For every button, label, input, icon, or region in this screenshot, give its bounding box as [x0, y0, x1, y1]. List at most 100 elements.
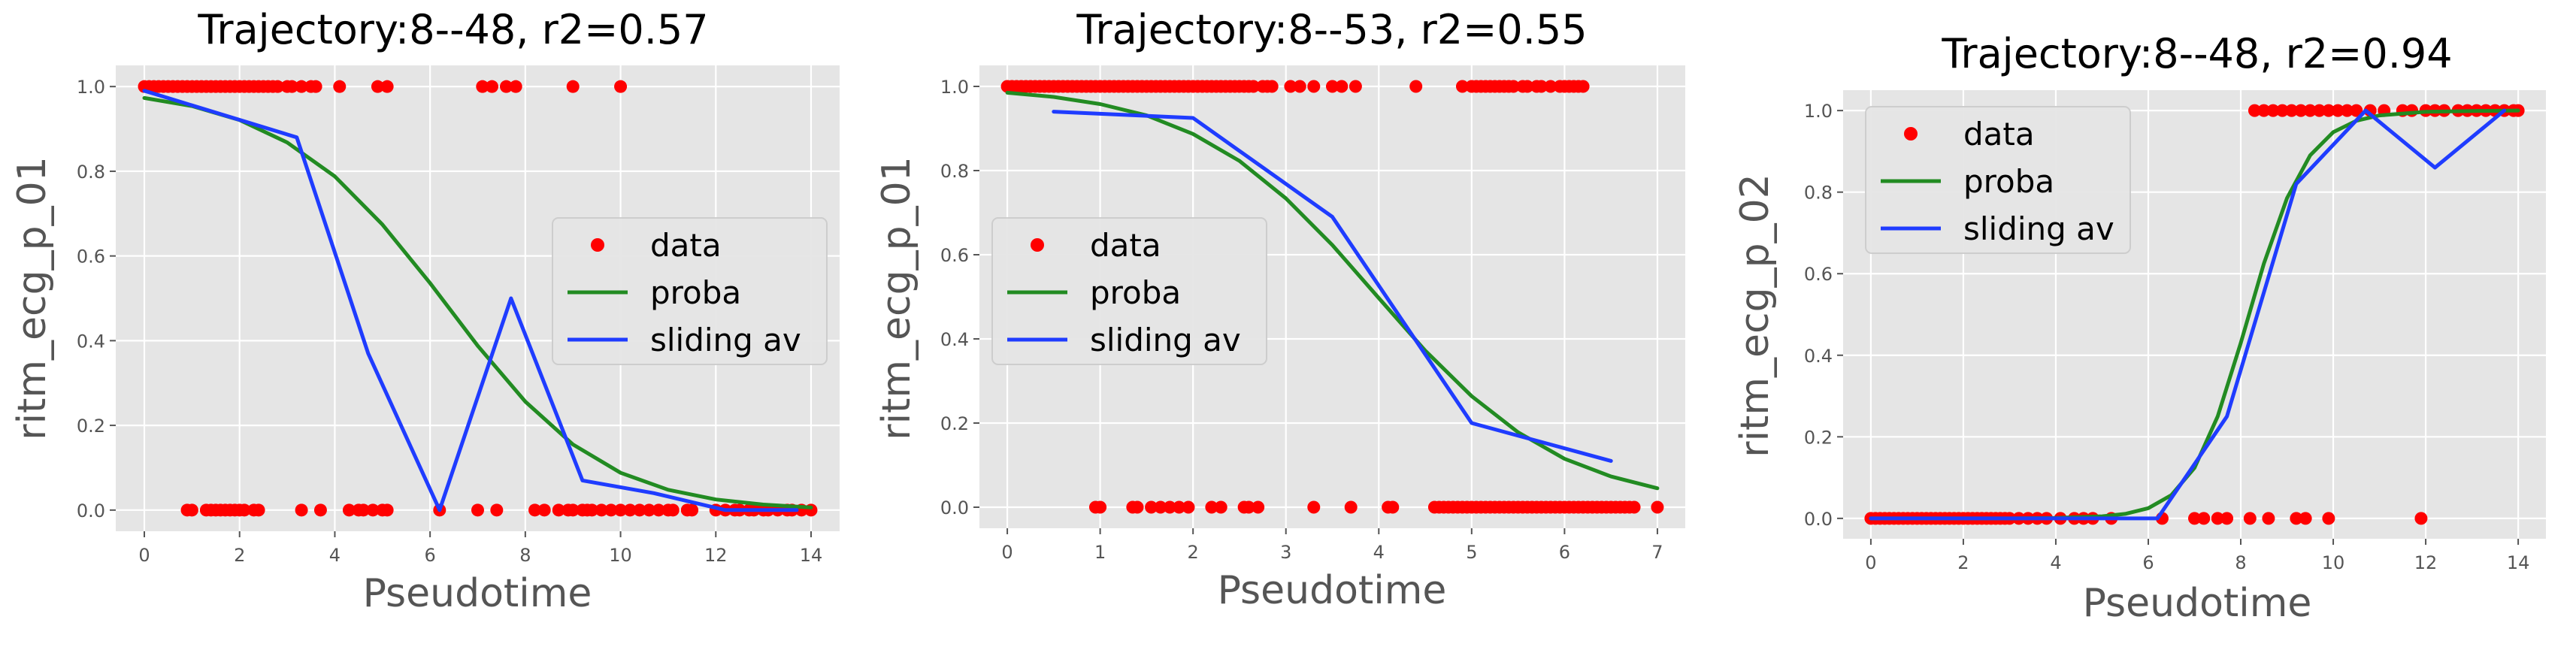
- data-point: [1335, 80, 1349, 93]
- x-tick-label: 12: [704, 545, 728, 566]
- y-tick-label: 0.0: [940, 497, 969, 518]
- data-point: [2414, 512, 2428, 525]
- x-tick-label: 6: [1559, 542, 1570, 563]
- x-tick-label: 8: [519, 545, 531, 566]
- data-point: [342, 503, 356, 517]
- data-point: [666, 503, 680, 517]
- series-line-sliding-av: [1052, 110, 1613, 463]
- data-point: [185, 503, 198, 517]
- x-tick-label: 12: [2414, 552, 2438, 573]
- data-point: [309, 80, 322, 93]
- x-tick-label: 6: [2142, 552, 2154, 573]
- legend-label: data: [650, 227, 722, 264]
- y-tick-label: 0.8: [940, 161, 969, 182]
- legend-label: data: [1963, 116, 2035, 153]
- x-tick-label: 3: [1280, 542, 1291, 563]
- data-point: [614, 80, 628, 93]
- data-point: [2350, 104, 2363, 117]
- data-point: [1326, 80, 1339, 93]
- y-tick-label: 0.6: [77, 246, 105, 268]
- data-point: [271, 80, 284, 93]
- y-tick-label: 0.8: [77, 162, 105, 183]
- legend-box: [1865, 106, 2131, 254]
- data-point: [1145, 500, 1158, 514]
- x-tick-label: 6: [425, 545, 436, 566]
- data-point: [604, 503, 618, 517]
- data-point: [1307, 80, 1321, 93]
- x-tick-label: 5: [1466, 542, 1477, 563]
- legend-label: proba: [650, 274, 741, 311]
- data-point: [1576, 80, 1590, 93]
- x-axis-label: Pseudotime: [2083, 581, 2312, 626]
- chart-panel-1: 0 2 4 6 8 10 12 14 0.0 0.2 0.4 0.6 0.8 1.0 Trajectory:…: [0, 0, 857, 656]
- data-point: [380, 503, 394, 517]
- y-axis-label: ritm_ecg_p_01: [10, 156, 55, 440]
- x-tick-label: 0: [138, 545, 150, 566]
- data-point: [285, 80, 298, 93]
- data-point: [2262, 512, 2275, 525]
- data-point: [500, 80, 513, 93]
- data-point: [1163, 500, 1176, 514]
- y-tick-label: 0.6: [940, 245, 969, 266]
- x-tick-label: 2: [1957, 552, 1969, 573]
- chart-3: 0 2 4 6 8 10 12 14 0.0 0.2 0.4 0.6 0.8 1.0 Trajectory:…: [1733, 30, 2546, 626]
- data-point: [471, 503, 484, 517]
- series-line-proba: [1005, 90, 1660, 491]
- data-point: [586, 503, 599, 517]
- y-tick-label: 1.0: [940, 77, 969, 98]
- chart-1: 0 2 4 6 8 10 12 14 0.0 0.2 0.4 0.6 0.8 1.0 Trajectory:…: [10, 6, 840, 616]
- data-point: [252, 503, 265, 517]
- data-point: [2211, 512, 2224, 525]
- data-point: [633, 503, 646, 517]
- data-point: [295, 80, 308, 93]
- data-point: [313, 503, 327, 517]
- data-point: [1094, 500, 1107, 514]
- y-tick-label: 0.4: [940, 329, 969, 350]
- data-point: [2266, 104, 2280, 117]
- data-point: [686, 503, 699, 517]
- data-point: [1131, 500, 1144, 514]
- y-tick-label: 0.6: [1804, 264, 1833, 285]
- data-point: [1344, 500, 1358, 514]
- data-point: [238, 503, 251, 517]
- x-tick-label: 4: [329, 545, 341, 566]
- y-tick-label: 0.2: [1804, 427, 1833, 448]
- data-point: [1173, 500, 1186, 514]
- data-point: [1386, 500, 1400, 514]
- data-point: [2275, 104, 2289, 117]
- data-point: [528, 503, 542, 517]
- data-point: [380, 80, 394, 93]
- data-point: [1349, 80, 1362, 93]
- data-point: [652, 503, 665, 517]
- data-point: [1506, 80, 1520, 93]
- data-point: [1521, 80, 1534, 93]
- x-axis-label: Pseudotime: [1218, 568, 1447, 613]
- data-point: [333, 80, 347, 93]
- y-tick-label: 1.0: [77, 77, 105, 98]
- x-tick-label: 2: [1188, 542, 1199, 563]
- chart-title: Trajectory:8--53, r2=0.55: [1076, 6, 1587, 53]
- x-tick-label: 14: [2507, 552, 2530, 573]
- legend-label: proba: [1090, 274, 1181, 311]
- data-point: [1293, 80, 1306, 93]
- y-tick-label: 0.2: [77, 416, 105, 437]
- legend-label: data: [1090, 227, 1161, 264]
- data-point: [486, 80, 499, 93]
- y-tick-label: 0.8: [1804, 183, 1833, 204]
- data-point: [2299, 512, 2312, 525]
- legend-label: sliding av: [1963, 210, 2114, 247]
- y-tick-label: 0.0: [1804, 509, 1833, 530]
- data-point: [2303, 104, 2317, 117]
- data-point: [566, 80, 580, 93]
- data-point: [1409, 80, 1423, 93]
- data-point: [1182, 500, 1195, 514]
- data-point: [476, 80, 489, 93]
- chart-2: 0 1 2 3 4 5 6 7 0.0 0.2 0.4 0.6 0.8 1.0 Trajectory:8--…: [874, 6, 1685, 613]
- y-axis-label: ritm_ecg_p_01: [874, 156, 919, 440]
- x-tick-label: 8: [2235, 552, 2246, 573]
- data-point: [643, 503, 656, 517]
- x-tick-label: 7: [1651, 542, 1663, 563]
- data-point: [2248, 104, 2261, 117]
- x-tick-label: 4: [2050, 552, 2061, 573]
- series-line-sliding-av: [142, 89, 799, 512]
